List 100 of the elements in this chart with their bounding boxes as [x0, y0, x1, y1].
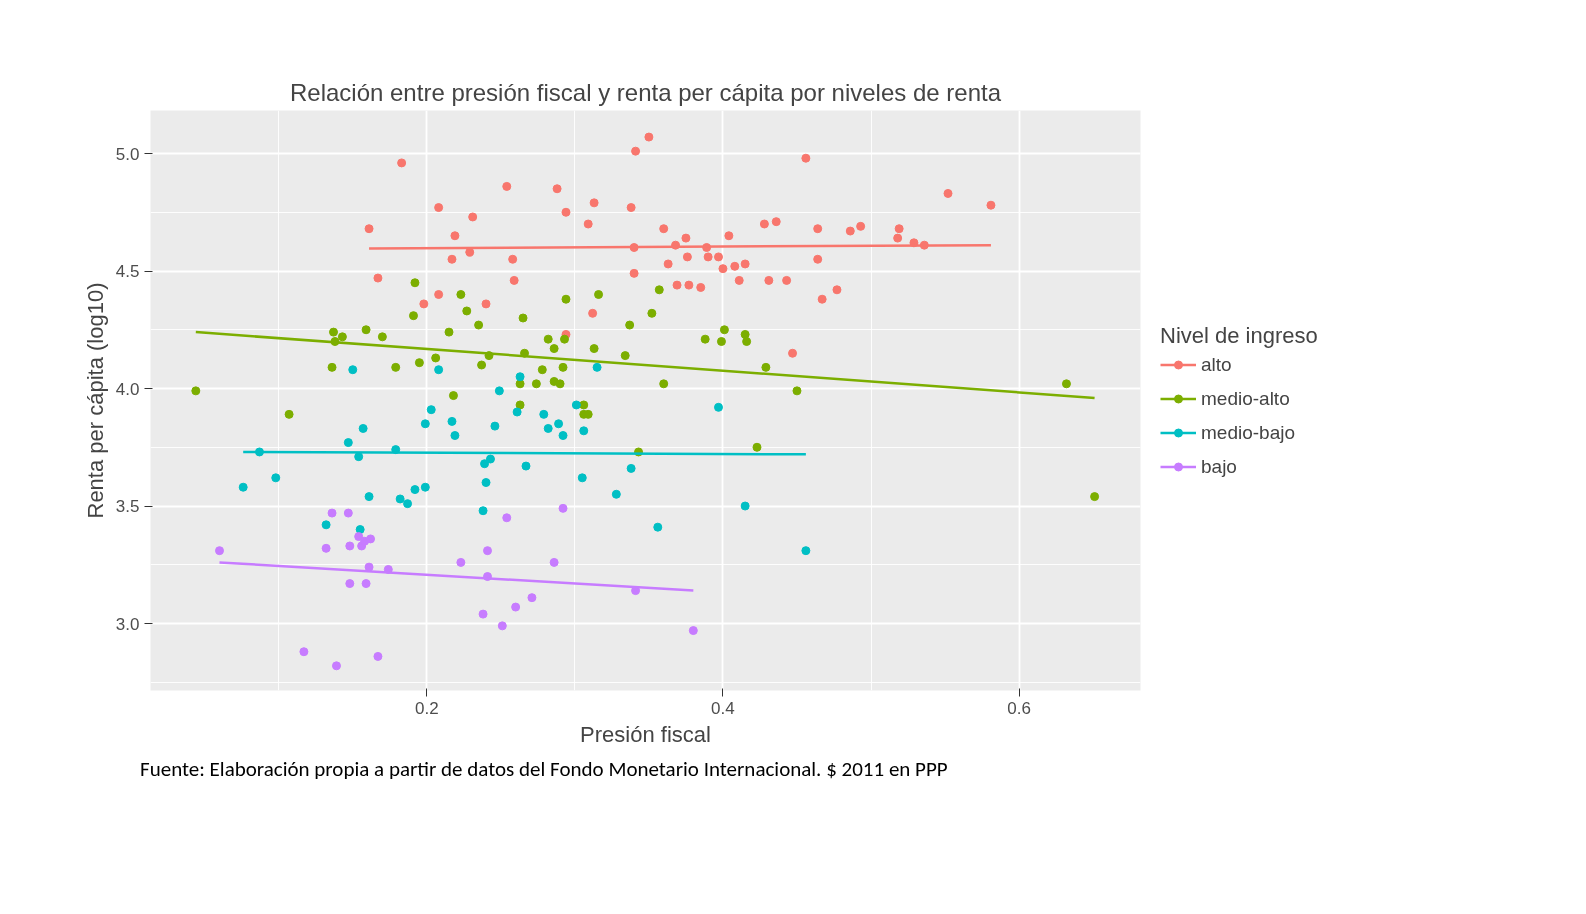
point	[238, 482, 248, 492]
x-tick-label: 0.6	[1007, 698, 1031, 718]
point	[558, 431, 568, 441]
point	[358, 423, 368, 433]
point	[420, 482, 430, 492]
point	[481, 299, 491, 309]
point	[497, 621, 507, 631]
point	[366, 534, 376, 544]
point	[626, 463, 636, 473]
point	[478, 506, 488, 516]
point	[434, 365, 444, 375]
point	[299, 647, 309, 657]
point	[348, 365, 358, 375]
point	[462, 306, 472, 316]
point	[813, 254, 823, 264]
legend-label: medio-alto	[1201, 387, 1290, 410]
point	[354, 532, 364, 542]
point	[771, 217, 781, 227]
point	[740, 501, 750, 511]
x-axis-title: Presión fiscal	[580, 721, 711, 747]
point	[554, 419, 564, 429]
point	[714, 402, 723, 412]
point	[345, 579, 355, 589]
point	[626, 203, 636, 213]
y-axis-title: Renta per cápita (log10)	[82, 282, 108, 519]
x-tick-label: 0.4	[711, 698, 735, 718]
point	[478, 609, 488, 619]
point	[543, 334, 553, 344]
point	[659, 379, 669, 389]
point	[759, 219, 769, 229]
point	[561, 207, 571, 217]
legend-label: bajo	[1201, 455, 1237, 478]
point	[653, 522, 663, 532]
source-note: Fuente: Elaboración propia a partir de datos del Fondo Monetario Internacional. $ 2011 en PPP	[140, 755, 948, 784]
point	[1061, 379, 1071, 389]
point	[456, 290, 466, 299]
point	[343, 508, 353, 518]
point	[684, 280, 694, 290]
point	[508, 254, 518, 264]
point	[579, 400, 589, 410]
point	[485, 454, 495, 464]
point	[364, 224, 374, 234]
point	[625, 320, 635, 330]
point	[431, 353, 441, 363]
point	[434, 203, 444, 213]
point	[329, 327, 339, 337]
point	[345, 541, 355, 551]
point	[361, 579, 371, 589]
point	[444, 327, 454, 337]
point	[714, 252, 723, 262]
point	[894, 224, 904, 234]
point	[620, 351, 630, 361]
point	[558, 362, 568, 372]
point	[215, 546, 224, 556]
point	[592, 362, 602, 372]
point	[817, 294, 827, 304]
point	[558, 503, 568, 513]
point	[734, 275, 744, 285]
point	[663, 259, 673, 269]
point	[337, 332, 347, 342]
point	[477, 360, 487, 370]
point	[801, 153, 811, 163]
point	[327, 362, 337, 372]
point	[373, 651, 383, 661]
point	[271, 473, 281, 483]
y-tick-label: 4.0	[115, 379, 140, 399]
point	[502, 181, 512, 191]
point	[191, 386, 201, 396]
point	[481, 478, 491, 488]
point	[395, 494, 405, 504]
y-tick-label: 5.0	[115, 144, 140, 164]
point	[327, 508, 337, 518]
point	[703, 252, 713, 262]
point	[284, 409, 294, 419]
point	[512, 407, 522, 417]
point	[543, 423, 553, 433]
point	[511, 602, 521, 612]
point	[343, 438, 353, 448]
point	[1090, 492, 1100, 502]
point	[549, 557, 559, 567]
point	[518, 313, 528, 323]
point	[696, 282, 706, 292]
point	[718, 264, 728, 274]
point	[410, 485, 420, 495]
point	[391, 362, 401, 372]
point	[527, 593, 537, 603]
point	[456, 557, 466, 567]
point	[782, 275, 792, 285]
point	[682, 252, 692, 262]
point	[537, 365, 547, 375]
point	[832, 285, 842, 295]
point	[434, 290, 444, 299]
point	[450, 231, 460, 241]
point	[893, 233, 903, 243]
point	[560, 334, 570, 344]
point	[410, 278, 420, 288]
point	[552, 184, 562, 194]
point	[364, 492, 374, 502]
point	[419, 299, 429, 309]
point	[321, 543, 331, 553]
